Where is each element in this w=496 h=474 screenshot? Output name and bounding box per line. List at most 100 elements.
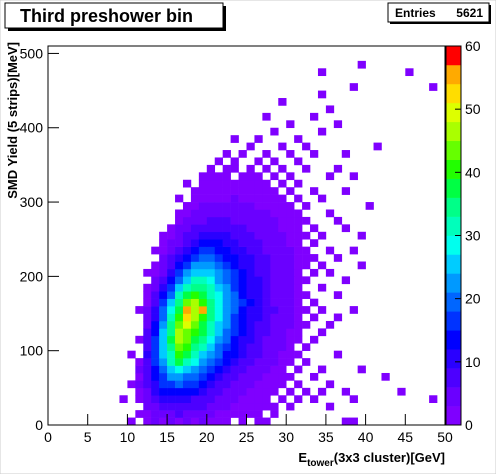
cell (230, 350, 239, 359)
cell (159, 380, 168, 389)
cell (246, 254, 255, 262)
cell (270, 358, 279, 366)
cell (294, 261, 303, 270)
cell (286, 387, 295, 396)
cell (222, 313, 231, 322)
cell (302, 343, 311, 351)
cell (206, 410, 216, 418)
cell (262, 320, 271, 329)
cell (341, 187, 351, 195)
cell (159, 328, 168, 337)
cell (246, 261, 255, 270)
cell (198, 395, 208, 404)
cell (230, 276, 239, 285)
cell (317, 328, 327, 337)
cell (175, 380, 184, 389)
cell (175, 246, 184, 255)
cell (286, 231, 295, 240)
cell (349, 395, 358, 404)
cell (302, 164, 311, 173)
cell (294, 231, 303, 240)
cell (270, 343, 279, 351)
cell (198, 372, 208, 381)
cell (206, 335, 216, 344)
cell (182, 254, 192, 262)
cell (246, 239, 255, 247)
cell (182, 380, 192, 389)
cell (190, 402, 200, 411)
cell (278, 328, 287, 337)
cell (286, 335, 295, 344)
cell (278, 224, 287, 233)
cell (214, 343, 223, 351)
cell (167, 417, 176, 426)
cell (167, 261, 176, 270)
cell (214, 350, 223, 359)
x-axis-title-base: E (298, 450, 307, 465)
x-axis-title-sub: tower (307, 458, 334, 469)
cell (278, 350, 287, 359)
cell (262, 387, 271, 396)
cell (254, 395, 263, 404)
cell (278, 164, 287, 173)
cell (270, 157, 279, 166)
cell (151, 395, 160, 404)
cell (198, 417, 208, 426)
cell (341, 387, 351, 396)
cell (262, 187, 271, 195)
cell (206, 365, 216, 374)
cell (198, 298, 208, 307)
cell (286, 246, 295, 255)
cell (302, 387, 311, 396)
cell (182, 387, 192, 396)
cell (254, 216, 263, 225)
cell (167, 239, 176, 247)
cell (222, 298, 231, 307)
cell (246, 276, 255, 285)
cell (206, 202, 216, 210)
cell (190, 380, 200, 389)
cell (159, 387, 168, 396)
cell (270, 372, 279, 381)
cell (310, 254, 319, 262)
cell (182, 328, 192, 337)
cell (182, 224, 192, 233)
cell (159, 246, 168, 255)
z-tick-label: 40 (465, 164, 481, 180)
cell (175, 417, 184, 426)
cell (159, 291, 168, 299)
cell (317, 90, 327, 99)
cell (262, 372, 271, 381)
cell (143, 387, 152, 396)
x-axis-title: Etower(3x3 cluster)[GeV] (298, 450, 445, 469)
cell (190, 306, 200, 314)
cell (246, 410, 255, 418)
cell (325, 209, 335, 218)
cell (262, 380, 271, 389)
cell (143, 402, 152, 411)
cell (278, 239, 287, 247)
cell (294, 179, 303, 188)
cell (278, 268, 287, 277)
cell (175, 313, 184, 322)
cell (310, 150, 319, 158)
cell (302, 254, 311, 262)
cell (278, 246, 287, 255)
cells (119, 60, 438, 426)
cell (262, 231, 271, 240)
cell (254, 283, 263, 292)
cell (270, 350, 279, 359)
cell (167, 283, 176, 292)
cell (341, 276, 351, 285)
cell (143, 343, 152, 351)
cell (325, 402, 335, 411)
cell (238, 231, 247, 240)
cell (182, 202, 192, 210)
cell (238, 313, 247, 322)
x-tick-label: 25 (239, 429, 255, 445)
cell (333, 350, 343, 359)
cell (175, 283, 184, 292)
cell (222, 372, 231, 381)
cell (246, 172, 255, 181)
cell (175, 216, 184, 225)
